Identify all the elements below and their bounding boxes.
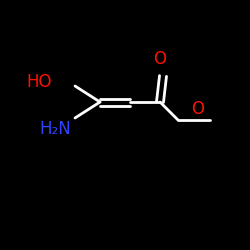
Text: O: O xyxy=(192,100,204,118)
Text: O: O xyxy=(154,50,166,68)
Text: H₂N: H₂N xyxy=(39,120,71,138)
Text: HO: HO xyxy=(26,73,52,91)
